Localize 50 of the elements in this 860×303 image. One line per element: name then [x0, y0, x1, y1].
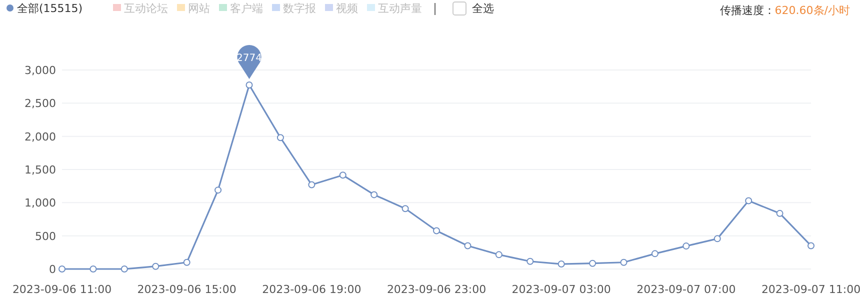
point: [620, 258, 628, 266]
y-tick-label: 0: [49, 263, 56, 276]
x-tick-label: 2023-09-07 03:00: [512, 283, 611, 296]
x-tick-label: 2023-09-06 23:00: [386, 283, 486, 296]
point: [745, 197, 752, 204]
point: [58, 266, 66, 272]
y-tick-label: 1,500: [24, 164, 56, 176]
point: [589, 260, 596, 267]
legend-label: 客户端: [230, 2, 263, 15]
legend-label: 互动论坛: [124, 2, 168, 15]
legend-label: 数字报: [283, 2, 316, 15]
x-tick-label: 2023-09-06 15:00: [137, 283, 236, 296]
y-tick-label: 3,000: [24, 64, 56, 77]
x-tick-label: 2023-09-06 19:00: [262, 283, 362, 296]
point: [152, 262, 160, 270]
point: [90, 266, 97, 272]
point: [776, 210, 784, 217]
x-tick-label: 2023-09-07 07:00: [636, 283, 736, 296]
point: [183, 258, 190, 266]
text: 传播速度：: [720, 4, 775, 17]
y-tick-label: 500: [35, 230, 56, 243]
y-tick-label: 1,000: [24, 196, 56, 210]
legend-label: 视频: [336, 2, 358, 15]
point: [714, 235, 721, 242]
text: 全选: [472, 2, 494, 15]
point: [682, 242, 690, 250]
x-tick-label: 2023-09-07 11:00: [761, 283, 860, 296]
point: [402, 205, 409, 212]
point: [651, 250, 658, 258]
point: [558, 260, 565, 268]
point: [246, 81, 253, 88]
x-tick-label: 2023-09-06 11:00: [12, 283, 112, 296]
point: [308, 181, 316, 188]
point: [433, 227, 440, 234]
point: [808, 242, 814, 250]
y-tick-label: 2,000: [24, 130, 56, 144]
point: [526, 258, 534, 265]
point: [464, 242, 472, 250]
annotation: 2774: [236, 52, 262, 64]
y-tick-label: 2,500: [24, 97, 56, 110]
point: [370, 191, 378, 198]
point: [339, 172, 346, 179]
point: [495, 251, 502, 258]
text: 620.60条/小时: [774, 4, 850, 17]
point: [214, 186, 222, 194]
legend-label: 网站: [188, 2, 210, 15]
legend-label: 全部(15515): [17, 2, 83, 15]
point: [120, 266, 128, 272]
legend-label: 互动声量: [378, 2, 422, 15]
point: [276, 134, 284, 142]
